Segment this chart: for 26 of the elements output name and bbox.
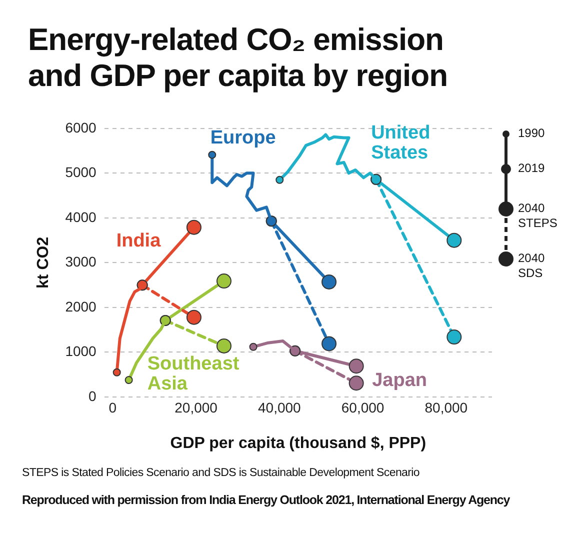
series-label: Southeast Asia	[147, 354, 240, 395]
text: STEPS is Stated Policies Scenario and SDS is Sustainable Development Scenario	[21, 467, 421, 479]
y-tick-label: 3000	[65, 254, 97, 270]
x-axis-title: GDP per capita (thousand $, PPP)	[170, 434, 426, 452]
y-tick-label: 2000	[65, 298, 97, 314]
series-label: United States	[371, 122, 430, 164]
y-tick-label: 0	[88, 388, 97, 404]
text: Japan	[372, 370, 428, 392]
x-tick-label: 40,000	[258, 399, 302, 416]
text: 1990	[518, 126, 546, 141]
x-tick-label: 60,000	[341, 399, 384, 416]
x-tick-label: 0	[108, 399, 117, 416]
chart-title: Energy-related CO₂ emission and GDP per capita by region	[27, 21, 449, 94]
x-tick-label: 80,000	[424, 399, 468, 416]
text: Reproduced with permission from India Energy Outlook 2021, International Energy Agency	[21, 493, 511, 507]
y-tick-label: 1000	[65, 343, 97, 360]
text: 2019	[518, 161, 546, 176]
text: 2040 SDS	[518, 251, 546, 281]
y-tick-label: 4000	[65, 208, 97, 225]
y-tick-label: 6000	[65, 119, 97, 136]
series-label: Europe	[210, 127, 276, 148]
y-tick-label: 5000	[65, 164, 97, 180]
text: 2040 STEPS	[518, 201, 558, 231]
x-tick-label: 20,000	[174, 399, 218, 416]
series-label: India	[116, 230, 162, 252]
y-axis-title: kt CO2	[35, 236, 52, 288]
